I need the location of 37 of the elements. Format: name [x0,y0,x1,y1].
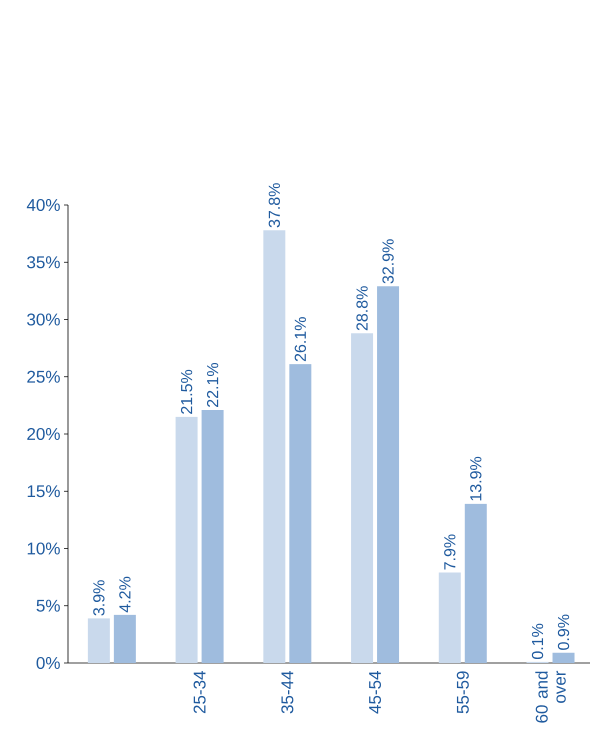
bar [263,230,286,663]
data-label: 26.1% [294,317,306,362]
y-tick-label: 35% [27,256,60,268]
data-label: 22.1% [206,362,218,407]
y-tick-label: 0% [36,656,60,670]
bar [114,614,136,663]
x-tick-label: 45-54 [369,671,381,714]
data-label: 13.9% [470,456,482,500]
data-label: 7.9% [444,534,456,570]
bar [464,504,487,663]
data-label: 3.9% [93,580,105,616]
y-tick-label: 5% [36,600,60,612]
x-tick-label: 60 and over [535,670,566,723]
y-tick-label: 20% [27,428,60,440]
bar [377,286,400,663]
bar [351,333,374,663]
bar [202,410,224,663]
y-tick-label: 25% [27,370,60,383]
bar [289,364,312,663]
y-tick-label: 30% [27,313,60,326]
data-label: 21.5% [180,370,192,414]
x-tick-label: 55-59 [456,671,469,714]
data-label: 32.9% [382,239,394,284]
x-tick-label: 35-44 [281,671,294,714]
y-tick-label: 10% [28,542,60,555]
data-label: 4.2% [119,576,130,612]
bar [176,416,198,663]
x-tick-label: 25-34 [194,671,206,714]
bar [552,652,575,663]
data-label: 28.8% [356,286,368,330]
bar [88,618,110,663]
y-tick-label: 40% [26,198,60,212]
bar [438,572,461,663]
data-label: 37.8% [268,183,280,228]
data-label: 0.1% [532,624,544,660]
data-label: 0.9% [558,614,570,650]
y-tick-label: 15% [28,485,60,498]
